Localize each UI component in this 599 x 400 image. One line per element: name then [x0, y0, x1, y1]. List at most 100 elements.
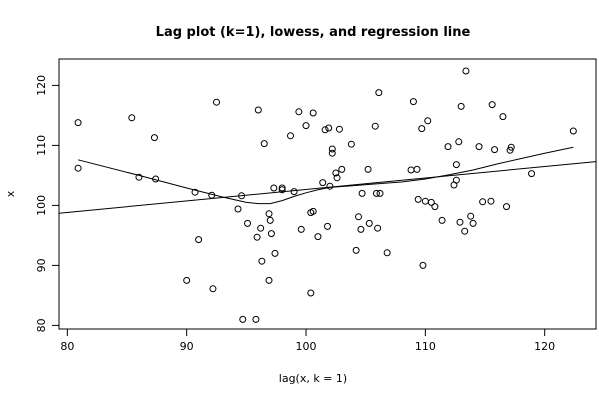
data-point	[252, 315, 260, 323]
data-point	[328, 149, 336, 157]
data-point	[488, 101, 496, 109]
data-point	[321, 126, 329, 134]
data-point	[267, 230, 275, 238]
data-point	[326, 182, 334, 190]
data-point	[374, 224, 382, 232]
data-point	[462, 67, 470, 75]
data-point	[475, 143, 483, 151]
data-point	[213, 98, 221, 106]
x-tick-label: 80	[60, 340, 74, 353]
data-point	[239, 315, 247, 323]
data-point	[128, 114, 136, 122]
data-point	[150, 134, 158, 142]
y-tick-label: 80	[35, 318, 48, 332]
chart-title: Lag plot (k=1), lowess, and regression l…	[156, 25, 471, 40]
data-point	[528, 170, 536, 178]
data-point	[375, 89, 383, 97]
data-point	[302, 122, 310, 130]
x-axis-label: lag(x, k = 1)	[279, 372, 347, 385]
data-point	[347, 140, 355, 148]
data-point	[364, 165, 372, 173]
x-tick-label: 90	[180, 340, 194, 353]
data-point	[479, 198, 487, 206]
data-point	[427, 198, 435, 206]
data-point	[287, 132, 295, 140]
data-point	[319, 179, 327, 187]
data-point	[238, 192, 246, 200]
data-point	[309, 109, 317, 117]
data-point	[424, 117, 432, 125]
data-point	[307, 289, 315, 297]
data-point	[414, 195, 422, 203]
points-group	[74, 67, 577, 323]
data-point	[431, 203, 439, 211]
data-point	[355, 213, 363, 221]
data-point	[358, 189, 366, 197]
data-point	[444, 143, 452, 151]
data-point	[507, 143, 515, 151]
data-point	[270, 184, 278, 192]
data-point	[152, 175, 160, 183]
data-point	[257, 224, 265, 232]
data-point	[469, 219, 477, 227]
data-point	[324, 222, 331, 230]
plot-frame	[58, 58, 597, 330]
data-point	[409, 98, 417, 106]
x-tick-label: 100	[296, 340, 317, 353]
data-point	[491, 146, 499, 154]
data-point	[335, 125, 343, 133]
data-point	[290, 188, 298, 196]
y-axis: 80 90 100 110 120	[35, 75, 59, 332]
y-tick-label: 90	[35, 258, 48, 272]
y-axis-label: x	[4, 190, 17, 197]
y-tick-label: 120	[35, 75, 48, 96]
x-axis: 80 90 100 110 120	[60, 329, 555, 353]
data-point	[352, 246, 360, 254]
data-point	[183, 276, 191, 284]
data-point	[333, 174, 341, 182]
data-point	[467, 212, 475, 220]
data-point	[461, 227, 469, 235]
data-point	[499, 113, 507, 121]
data-point	[74, 119, 82, 127]
data-point	[209, 285, 217, 293]
data-point	[407, 166, 415, 174]
data-point	[309, 207, 317, 215]
data-point	[208, 191, 216, 199]
data-point	[452, 176, 460, 184]
x-tick-label: 120	[534, 340, 555, 353]
x-tick-label: 110	[415, 340, 436, 353]
lowess-line-group	[77, 146, 574, 205]
data-point	[421, 197, 429, 205]
data-point	[457, 102, 465, 110]
data-point	[254, 106, 262, 114]
data-point	[455, 138, 463, 146]
data-point	[74, 164, 82, 172]
data-point	[195, 236, 203, 244]
data-point	[278, 186, 286, 194]
data-point	[314, 233, 322, 241]
plot-area	[58, 58, 597, 330]
data-point	[135, 173, 143, 181]
data-point	[253, 233, 261, 241]
data-point	[271, 249, 279, 257]
lowess-curve	[77, 146, 574, 205]
data-point	[332, 169, 340, 177]
data-point	[371, 122, 379, 130]
data-point	[328, 145, 336, 153]
data-point	[260, 140, 268, 148]
y-tick-label: 100	[35, 195, 48, 216]
data-point	[419, 261, 427, 269]
data-point	[234, 205, 242, 213]
data-point	[438, 216, 446, 224]
data-point	[372, 189, 380, 197]
y-tick-label: 110	[35, 135, 48, 156]
data-point	[452, 161, 460, 169]
data-point	[503, 203, 510, 211]
data-point	[295, 108, 303, 116]
data-point	[413, 165, 421, 173]
data-point	[258, 257, 266, 265]
data-point	[418, 125, 426, 133]
data-point	[357, 225, 365, 233]
